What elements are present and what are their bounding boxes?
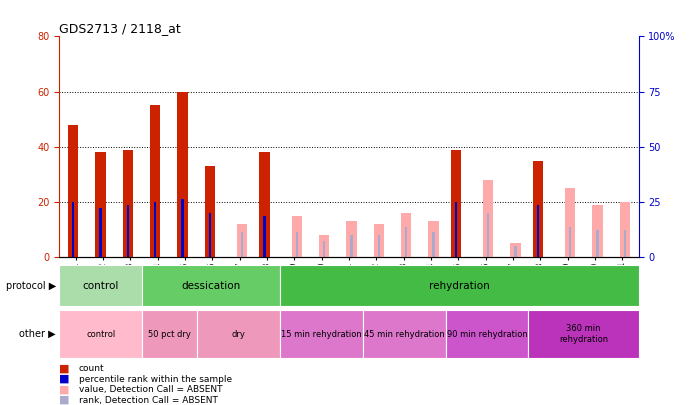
Bar — [292, 216, 302, 257]
Bar — [241, 232, 244, 257]
Bar — [620, 202, 630, 257]
Bar — [565, 188, 575, 257]
Bar — [209, 213, 211, 257]
Text: count: count — [79, 364, 105, 373]
Text: 360 min
rehydration: 360 min rehydration — [559, 324, 608, 344]
Bar — [510, 243, 521, 257]
Bar — [127, 205, 129, 257]
Bar — [483, 180, 493, 257]
Text: ■: ■ — [59, 374, 70, 384]
Bar — [623, 230, 626, 257]
Bar — [181, 199, 184, 257]
Bar — [346, 221, 357, 257]
Bar — [514, 246, 517, 257]
Text: other ▶: other ▶ — [20, 329, 56, 339]
Bar — [350, 235, 352, 257]
Bar — [429, 221, 438, 257]
Bar — [72, 202, 75, 257]
Bar — [445, 310, 528, 358]
Bar — [451, 149, 461, 257]
Bar — [59, 265, 142, 306]
Bar — [401, 213, 411, 257]
Bar — [237, 224, 247, 257]
Bar — [205, 166, 215, 257]
Text: ■: ■ — [59, 395, 70, 405]
Text: GDS2713 / 2118_at: GDS2713 / 2118_at — [59, 22, 181, 35]
Text: dessication: dessication — [181, 281, 241, 290]
Bar — [99, 207, 102, 257]
Bar — [96, 152, 106, 257]
Text: protocol ▶: protocol ▶ — [6, 281, 56, 290]
Text: rank, Detection Call = ABSENT: rank, Detection Call = ABSENT — [79, 396, 218, 405]
Bar — [537, 205, 539, 257]
Text: ■: ■ — [59, 364, 70, 373]
Text: percentile rank within the sample: percentile rank within the sample — [79, 375, 232, 384]
Text: 50 pct dry: 50 pct dry — [148, 330, 191, 339]
Bar — [295, 232, 298, 257]
Bar — [378, 235, 380, 257]
Text: 15 min rehydration: 15 min rehydration — [281, 330, 362, 339]
Bar — [142, 265, 280, 306]
Bar — [363, 310, 445, 358]
Bar — [454, 202, 457, 257]
Bar — [198, 310, 280, 358]
Text: 45 min rehydration: 45 min rehydration — [364, 330, 445, 339]
Bar — [592, 205, 602, 257]
Text: control: control — [86, 330, 115, 339]
Bar — [59, 310, 142, 358]
Text: ■: ■ — [59, 385, 70, 394]
Bar — [373, 224, 384, 257]
Bar — [528, 310, 639, 358]
Bar — [487, 213, 489, 257]
Bar — [150, 105, 161, 257]
Bar — [177, 92, 188, 257]
Bar — [263, 216, 266, 257]
Bar — [405, 227, 408, 257]
Text: value, Detection Call = ABSENT: value, Detection Call = ABSENT — [79, 385, 223, 394]
Bar — [533, 161, 543, 257]
Bar — [280, 265, 639, 306]
Bar — [123, 149, 133, 257]
Bar — [280, 310, 363, 358]
Bar — [68, 125, 78, 257]
Bar — [319, 235, 329, 257]
Text: rehydration: rehydration — [429, 281, 490, 290]
Bar — [596, 230, 599, 257]
Bar — [260, 152, 269, 257]
Text: dry: dry — [232, 330, 246, 339]
Text: 90 min rehydration: 90 min rehydration — [447, 330, 527, 339]
Bar — [323, 241, 325, 257]
Bar — [142, 310, 198, 358]
Bar — [154, 202, 156, 257]
Bar — [569, 227, 571, 257]
Text: control: control — [82, 281, 119, 290]
Bar — [432, 232, 435, 257]
